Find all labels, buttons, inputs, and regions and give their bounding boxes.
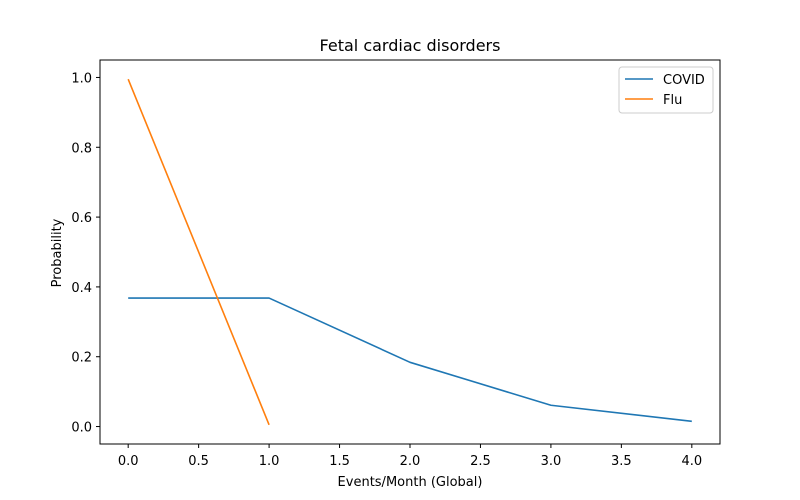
y-tick-label: 1.0 bbox=[71, 71, 92, 86]
axes-layer: 0.0 0.5 1.0 1.5 2.0 2.5 3.0 3.5 4.0 0.0 0.2 0.4 0.6 0… bbox=[71, 71, 702, 469]
plot-area bbox=[99, 59, 721, 445]
x-tick-label: 0.0 bbox=[118, 454, 139, 469]
legend-label-flu: Flu bbox=[663, 93, 682, 108]
x-tick-label: 4.0 bbox=[681, 454, 702, 469]
series-line-covid bbox=[128, 297, 692, 423]
x-tick-label: 1.0 bbox=[259, 454, 280, 469]
x-tick-label: 1.5 bbox=[329, 454, 350, 469]
plot-border bbox=[99, 59, 721, 445]
chart-title: Fetal cardiac disorders bbox=[320, 36, 501, 55]
series-line-flu bbox=[127, 78, 270, 426]
y-axis-label: Probability bbox=[50, 218, 65, 287]
x-tick-label: 2.5 bbox=[470, 454, 491, 469]
x-tick-label: 2.0 bbox=[400, 454, 421, 469]
y-tick-label: 0.2 bbox=[71, 351, 92, 366]
y-tick-label: 0.4 bbox=[71, 281, 92, 296]
x-tick-label: 0.5 bbox=[188, 454, 209, 469]
x-axis-label: Events/Month (Global) bbox=[338, 475, 483, 490]
y-tick-label: 0.6 bbox=[71, 211, 92, 226]
y-tick-label: 0.8 bbox=[71, 141, 92, 156]
y-tick-label: 0.0 bbox=[71, 421, 92, 436]
x-tick-label: 3.0 bbox=[541, 454, 562, 469]
x-tick-label: 3.5 bbox=[611, 454, 632, 469]
series-layer bbox=[127, 78, 692, 426]
legend: COVID Flu bbox=[618, 66, 714, 114]
legend-label-covid: COVID bbox=[663, 73, 705, 88]
